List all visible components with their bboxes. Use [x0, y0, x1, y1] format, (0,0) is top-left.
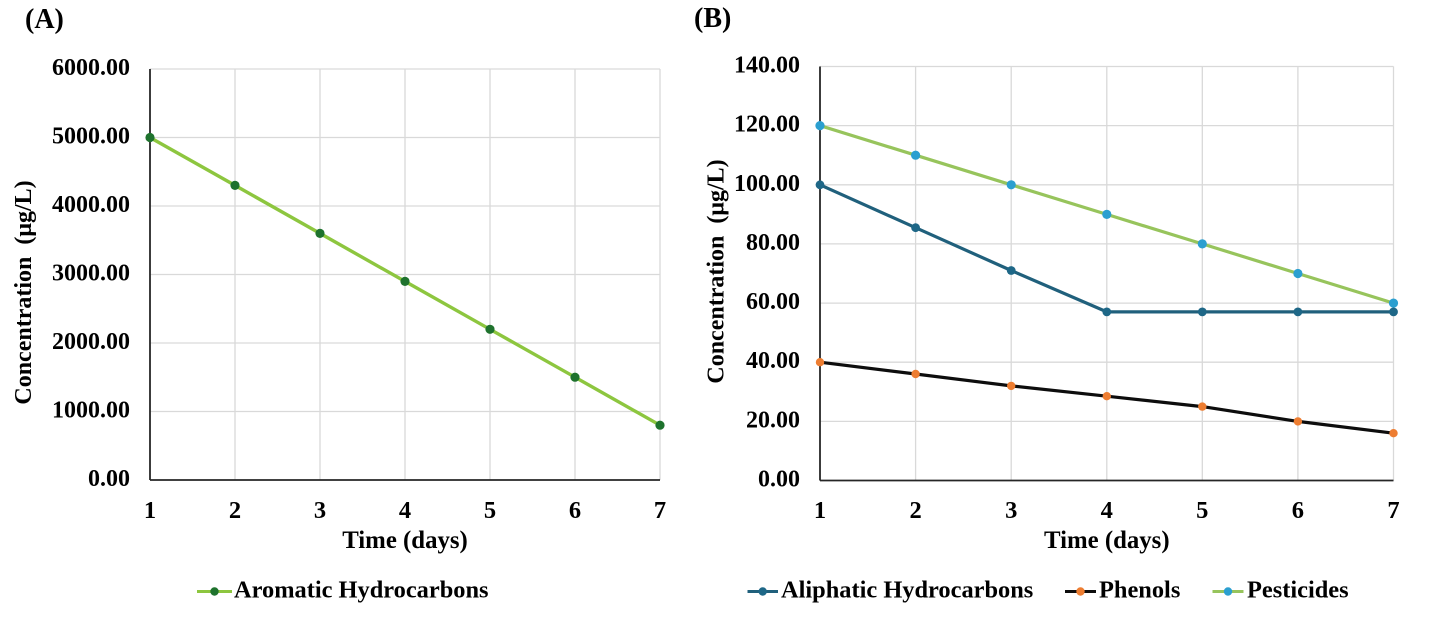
svg-text:Concentration (μg/L): Concentration (μg/L) — [704, 159, 730, 383]
svg-text:Aliphatic Hydrocarbons: Aliphatic Hydrocarbons — [781, 577, 1033, 604]
svg-text:80.00: 80.00 — [746, 230, 800, 256]
svg-text:3000.00: 3000.00 — [52, 261, 130, 287]
svg-text:5000.00: 5000.00 — [52, 124, 130, 150]
svg-text:4: 4 — [1101, 497, 1113, 524]
svg-text:4000.00: 4000.00 — [52, 192, 130, 218]
svg-text:Concentration (μg/L): Concentration (μg/L) — [11, 180, 37, 404]
svg-text:5: 5 — [1196, 497, 1208, 524]
svg-text:2: 2 — [229, 497, 241, 524]
svg-text:0.00: 0.00 — [88, 466, 130, 492]
svg-text:6: 6 — [1292, 497, 1304, 524]
svg-text:7: 7 — [1387, 497, 1399, 524]
svg-text:20.00: 20.00 — [746, 407, 800, 433]
svg-text:100.00: 100.00 — [734, 171, 800, 197]
svg-text:1: 1 — [814, 497, 826, 524]
svg-text:40.00: 40.00 — [746, 348, 800, 374]
svg-text:1000.00: 1000.00 — [52, 398, 130, 424]
svg-text:60.00: 60.00 — [746, 289, 800, 315]
svg-text:(B): (B) — [694, 3, 731, 34]
svg-text:120.00: 120.00 — [734, 112, 800, 138]
svg-text:6: 6 — [569, 497, 581, 524]
svg-text:5: 5 — [484, 497, 496, 524]
svg-text:7: 7 — [654, 497, 666, 524]
svg-text:140.00: 140.00 — [734, 53, 800, 79]
svg-text:3: 3 — [1005, 497, 1017, 524]
svg-text:2: 2 — [909, 497, 921, 524]
svg-text:0.00: 0.00 — [758, 467, 800, 493]
svg-text:Phenols: Phenols — [1099, 577, 1180, 604]
svg-text:Time (days): Time (days) — [342, 527, 468, 554]
svg-text:Time (days): Time (days) — [1044, 527, 1170, 554]
svg-text:(A): (A) — [25, 4, 64, 35]
svg-text:1: 1 — [144, 497, 156, 524]
svg-text:Pesticides: Pesticides — [1247, 577, 1349, 604]
svg-text:Aromatic Hydrocarbons: Aromatic Hydrocarbons — [234, 577, 489, 604]
svg-text:4: 4 — [399, 497, 411, 524]
svg-text:2000.00: 2000.00 — [52, 329, 130, 355]
svg-text:6000.00: 6000.00 — [52, 55, 130, 81]
svg-text:3: 3 — [314, 497, 326, 524]
